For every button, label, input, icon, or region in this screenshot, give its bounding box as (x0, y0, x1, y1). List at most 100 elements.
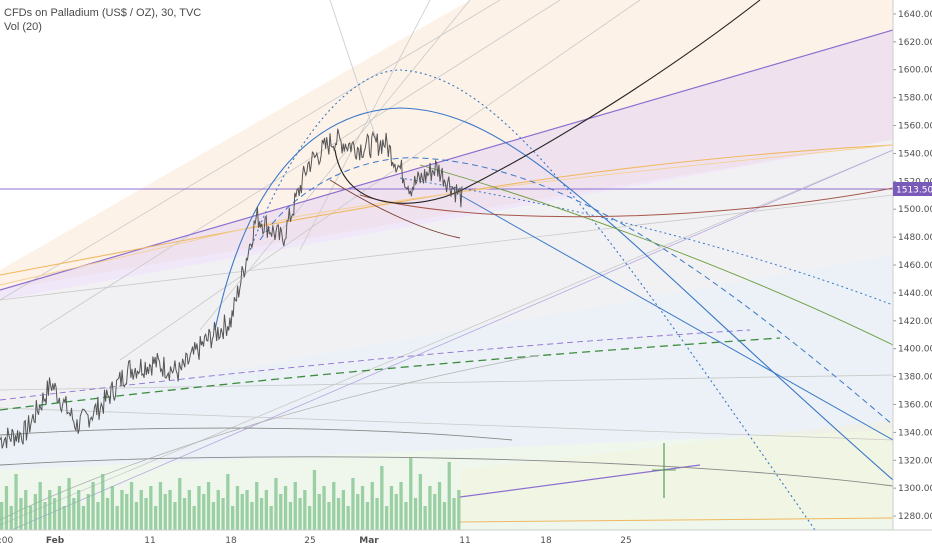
x-tick-label: 18 (225, 536, 237, 546)
y-tick-label: 1600.00 (898, 66, 932, 76)
y-tick-label: 1300.00 (898, 484, 932, 494)
purple-diag (10, 149, 893, 530)
volume-bar (279, 494, 283, 530)
grey-arc-2 (0, 456, 893, 487)
volume-bar (197, 486, 201, 530)
blue-solid-line (459, 194, 893, 441)
indicator-label[interactable]: Vol (20) (4, 21, 42, 33)
volume-bar (81, 506, 86, 530)
volume-bar (0, 502, 4, 530)
volume-bar (317, 494, 321, 530)
volume-bar (178, 478, 182, 530)
volume-bar (341, 490, 345, 530)
volume-bar (437, 482, 442, 530)
volume-bar (356, 494, 360, 530)
y-tick-label: 1580.00 (898, 94, 932, 104)
volume-bar (336, 498, 341, 530)
volume-bar (163, 494, 167, 530)
volume-bar (216, 490, 220, 530)
volume-bar (14, 474, 18, 530)
fill-band-grey (0, 140, 893, 410)
volume-bar (240, 494, 244, 530)
volume-bar (250, 502, 254, 530)
y-tick-label: 1500.00 (898, 205, 932, 215)
volume-bar (346, 506, 350, 530)
volume-bar (433, 494, 437, 530)
last-price-value: 1513.50 (896, 186, 932, 196)
volume-bar (423, 506, 427, 530)
volume-bar (264, 490, 268, 530)
volume-bar (206, 482, 211, 530)
x-tick-label: 25 (304, 536, 315, 546)
volume-bar (380, 466, 384, 530)
volume-bar (385, 506, 389, 530)
volume-bar (322, 486, 326, 530)
volume-bar (375, 498, 379, 530)
volume-bars (0, 458, 461, 530)
volume-bar (235, 486, 240, 530)
y-tick-label: 1620.00 (898, 38, 932, 48)
volume-bar (101, 474, 105, 530)
volume-bar (298, 498, 302, 530)
x-tick-label: :00 (0, 536, 14, 546)
orange-baseline (459, 517, 893, 523)
chart-legend: CFDs on Palladium (US$ / OZ), 30, TVC Vo… (4, 6, 201, 34)
volume-bar (129, 482, 134, 530)
volume-bar (125, 494, 129, 530)
y-axis[interactable]: 1280.00 1300.00 1320.00 1340.00 1360.00 1380.… (892, 0, 932, 530)
volume-bar (452, 498, 456, 530)
purple-dashed-trend (0, 329, 751, 401)
fill-band-orange (0, 0, 893, 290)
volume-bar (173, 502, 177, 530)
volume-bar (144, 498, 148, 530)
y-tick-label: 1420.00 (898, 317, 932, 327)
orange-curve-2 (0, 144, 893, 286)
volume-bar (38, 482, 42, 530)
y-tick-label: 1560.00 (898, 122, 932, 132)
y-tick-label: 1640.00 (898, 10, 932, 20)
y-tick-label: 1280.00 (898, 512, 932, 522)
olive-line (419, 164, 893, 346)
volume-bar (139, 490, 143, 530)
volume-bar (48, 490, 52, 530)
volume-bar (72, 498, 76, 530)
volume-bar (168, 490, 172, 530)
drawing-layer (0, 0, 893, 530)
volume-bar (303, 490, 307, 530)
volume-bar (110, 486, 114, 530)
brown-arc (359, 187, 893, 218)
volume-bar (442, 502, 447, 530)
volume-bar (413, 498, 418, 530)
volume-bar (428, 486, 432, 530)
symbol-label[interactable]: CFDs on Palladium (US$ / OZ), 30, TVC (4, 7, 202, 19)
y-tick-label: 1480.00 (898, 233, 932, 243)
volume-bar (221, 498, 225, 530)
x-tick-label: 18 (540, 536, 552, 546)
volume-bar (91, 482, 95, 530)
volume-bar (52, 498, 57, 530)
volume-bar (245, 490, 249, 530)
volume-bar (202, 494, 206, 530)
volume-bar (211, 502, 216, 530)
volume-bar (255, 482, 259, 530)
volume-bar (360, 486, 365, 530)
x-tick-label: 11 (144, 536, 155, 546)
x-axis[interactable]: :00 Feb 11 18 25 Mar 11 18 25 (0, 529, 932, 546)
volume-bar (308, 506, 312, 530)
volume-bar (67, 478, 71, 530)
volume-bar (288, 502, 293, 530)
y-tick-label: 1400.00 (898, 345, 932, 355)
x-tick-label: 11 (459, 536, 470, 546)
volume-bar (33, 494, 37, 530)
volume-bar (24, 490, 28, 530)
volume-bar (86, 494, 90, 530)
volume-bar (394, 494, 398, 530)
y-tick-label: 1360.00 (898, 400, 932, 410)
brown-arc-small (329, 179, 461, 239)
volume-bar (158, 482, 163, 530)
volume-bar (57, 486, 62, 530)
blue-dashed-arc (259, 157, 893, 426)
volume-bar (77, 490, 81, 530)
